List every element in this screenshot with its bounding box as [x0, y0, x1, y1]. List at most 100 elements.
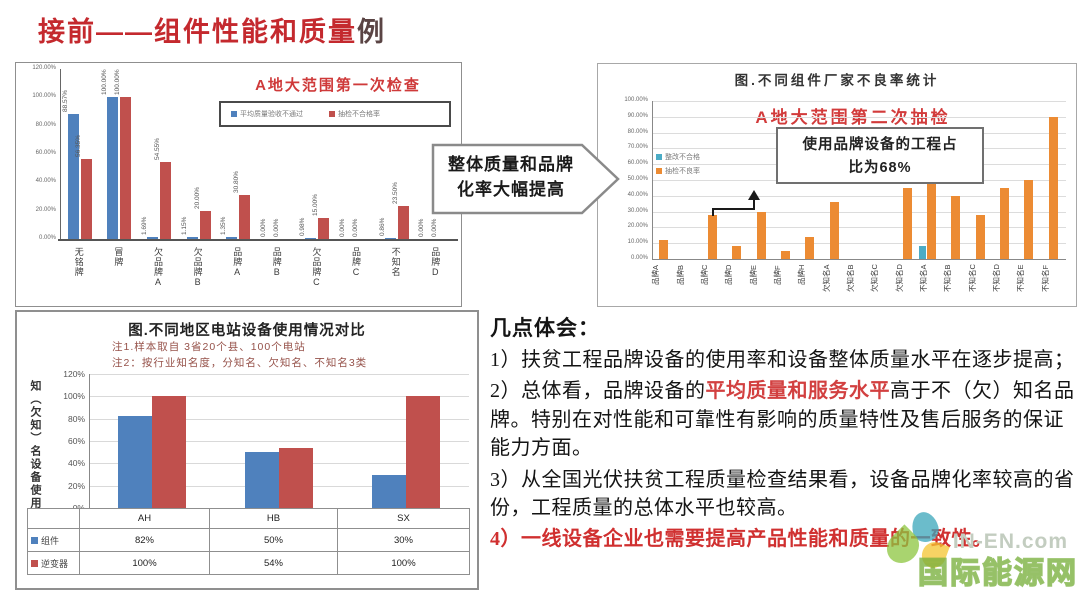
y-tick-label: 50.00% [627, 176, 648, 182]
bar-pass-rate [305, 237, 317, 239]
bar-inverter-usage [405, 396, 440, 508]
bar-value-label: 0.00% [418, 218, 426, 237]
bar-pass-rate [186, 237, 198, 239]
bar-sample-fail-rate [80, 159, 92, 239]
x-axis-label: 不知名 [390, 247, 401, 277]
x-axis-label: 冒牌 [113, 247, 124, 267]
bar-defect-rate [1024, 180, 1034, 259]
bar-value-label: 54.55% [154, 137, 161, 160]
table-header-cell: AH [80, 509, 210, 529]
legend-swatch-icon [656, 168, 662, 174]
y-tick-label: 120% [63, 369, 85, 379]
gridline [652, 195, 1066, 197]
chart-region-comparison: 图.不同地区电站设备使用情况对比 注1.样本取自 3省20个县、100个电站 注… [15, 310, 479, 590]
gridline [89, 441, 469, 442]
bar-defect-rate [902, 187, 912, 259]
x-axis-label: 不知名B [943, 264, 953, 292]
page-title-suffix: 例 [357, 17, 386, 47]
x-axis-label: 品牌B [271, 247, 282, 278]
bar-defect-rate [805, 236, 815, 259]
bar-value-label: 0.00% [431, 218, 439, 237]
y-tick-label: 60.00% [627, 160, 648, 167]
y-tick-label: 60.00% [35, 150, 56, 156]
bar-sample-fail-rate [318, 217, 330, 239]
legend-label: 整改不合格 [665, 154, 700, 161]
x-axis-label: 欠知名A [821, 264, 831, 292]
x-axis-line [652, 259, 1066, 260]
gridline [652, 101, 1066, 102]
table-header-cell: SX [338, 509, 470, 529]
gridline [89, 396, 469, 398]
x-axis-label: 品牌B [675, 264, 685, 285]
x-axis-label: 欠知名B [846, 264, 855, 292]
gridline [652, 116, 1066, 118]
table-value-cell: 100% [80, 552, 210, 575]
bar-value-label: 1.69% [141, 216, 148, 235]
bar-rework-fail [919, 246, 927, 259]
bar-inverter-usage [279, 447, 313, 508]
bar-value-label: 23.50% [391, 181, 399, 204]
commentary-item-2: 2）总体看，品牌设备的平均质量和服务水平高于不（欠）知名品牌。特别在对性能和可靠… [490, 377, 1078, 462]
commentary-item-2-post: 高于不（欠）知名品牌。特别在对性能和可靠性有影响的质量特性及售后服务的保证能力方… [490, 380, 1075, 460]
table-row-label: 逆变器 [28, 552, 80, 575]
x-axis-label: 品牌H [797, 264, 807, 285]
x-axis-label: 欠知名C [870, 263, 880, 292]
x-axis-label: 欠知名D [894, 263, 904, 292]
commentary-item-2-pre: 2）总体看，品牌设备的 [490, 380, 706, 403]
x-axis-label: 品牌E [748, 264, 758, 285]
y-tick-label: 100% [63, 391, 85, 402]
y-axis-line [60, 69, 61, 239]
y-tick-label: 10.00% [627, 239, 648, 246]
legend-label: 平均质量验收不通过 [240, 111, 303, 118]
bar-inverter-usage [152, 396, 187, 508]
bar-value-label: 100.00% [114, 69, 122, 96]
legend-swatch-icon [231, 111, 237, 117]
gridline [652, 211, 1066, 213]
y-tick-label: 20% [67, 480, 85, 491]
bar-module-usage [118, 416, 153, 508]
bar-value-label: 0.86% [378, 217, 386, 236]
bar-defect-rate [927, 172, 937, 259]
bar-pass-rate [147, 236, 158, 239]
y-tick-label: 30.00% [627, 207, 648, 214]
page-title-main: 接前——组件性能和质量 [38, 17, 357, 47]
legend-entry: 整改不合格 [656, 152, 700, 162]
x-axis-label: 品牌A [232, 247, 243, 278]
bar-pass-rate [67, 113, 79, 239]
gridline [89, 418, 469, 420]
x-axis-label: 品牌D [430, 247, 441, 278]
table-header-cell: HB [210, 509, 338, 529]
bar-value-label: 0.00% [339, 218, 346, 237]
bar-sample-fail-rate [160, 161, 171, 239]
legend-swatch-icon [329, 111, 335, 117]
bar-pass-rate [226, 237, 238, 239]
x-axis-label: 不知名E [1016, 264, 1026, 292]
x-axis-label: 欠品牌B [192, 247, 203, 288]
bar-sample-fail-rate [120, 97, 132, 239]
commentary-heading: 几点体会： [490, 316, 600, 340]
y-tick-label: 0.00% [38, 235, 56, 241]
y-tick-label: 40% [67, 458, 85, 469]
y-tick-label: 120.00% [32, 65, 56, 71]
chart2-subtitle: A地大范围第二次抽检 [755, 108, 951, 127]
legend-label: 抽检不良率 [665, 168, 700, 175]
x-axis-label: 不知名D [992, 263, 1002, 292]
bar-pass-rate [384, 237, 396, 239]
bar-value-label: 0.98% [299, 217, 307, 236]
table-value-cell: 100% [338, 552, 470, 575]
x-axis-label: 无铭牌 [73, 247, 84, 277]
bar-defect-rate [951, 195, 961, 259]
chart1-title: A地大范围第一次检查 [255, 77, 421, 94]
y-tick-label: 20.00% [627, 223, 648, 230]
brand-share-callout-line2: 比为68% [848, 160, 912, 177]
commentary-item-4: 4）一线设备企业也需要提高产品性能和质量的一致性。 [490, 528, 993, 551]
y-tick-label: 80% [67, 413, 85, 424]
bar-value-label: 0.00% [259, 218, 267, 237]
y-tick-label: 70.00% [627, 144, 648, 151]
x-axis-label: 欠品牌A [153, 247, 163, 288]
commentary: 几点体会： 1）扶贫工程品牌设备的使用率和设备整体质量水平在逐步提高； 2）总体… [490, 312, 1078, 557]
chart3-title: 图.不同地区电站设备使用情况对比 [128, 323, 366, 339]
x-axis-label: 不知名C [967, 263, 977, 292]
bar-sample-fail-rate [397, 205, 409, 239]
y-tick-label: 20.00% [35, 206, 56, 213]
